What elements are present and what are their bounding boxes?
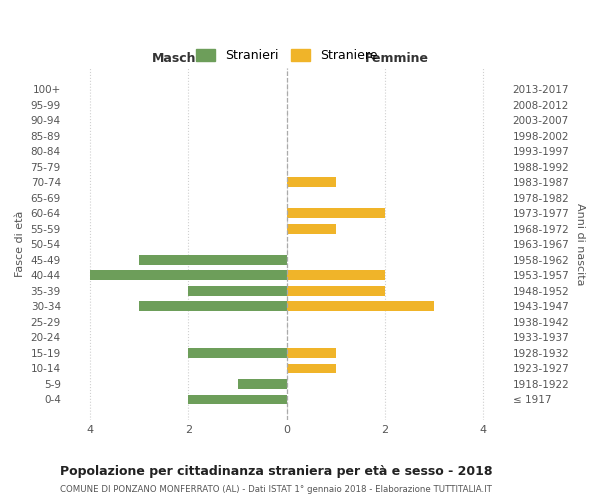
Bar [287,348,336,358]
Text: Popolazione per cittadinanza straniera per età e sesso - 2018: Popolazione per cittadinanza straniera p… [60,465,493,478]
Text: COMUNE DI PONZANO MONFERRATO (AL) - Dati ISTAT 1° gennaio 2018 - Elaborazione TU: COMUNE DI PONZANO MONFERRATO (AL) - Dati… [60,485,492,494]
Bar [90,270,287,280]
Bar [139,302,287,311]
Text: Femmine: Femmine [365,52,429,65]
Legend: Stranieri, Straniere: Stranieri, Straniere [190,43,383,68]
Bar [188,286,287,296]
Y-axis label: Anni di nascita: Anni di nascita [575,203,585,285]
Bar [188,394,287,404]
Bar [287,224,336,234]
Bar [287,302,434,311]
Bar [287,286,385,296]
Bar [287,364,336,373]
Bar [287,208,385,218]
Bar [287,270,385,280]
Bar [188,348,287,358]
Bar [238,379,287,388]
Bar [139,255,287,264]
Bar [287,178,336,187]
Y-axis label: Fasce di età: Fasce di età [15,211,25,278]
Text: Maschi: Maschi [152,52,200,65]
